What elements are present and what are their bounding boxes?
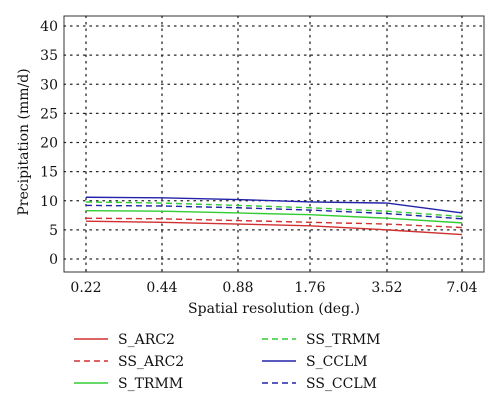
series-line xyxy=(85,209,463,224)
x-tick-label: 0.88 xyxy=(222,280,253,296)
series-line xyxy=(85,204,463,220)
legend-label: SS_TRMM xyxy=(306,332,380,348)
legend-label: S_TRMM xyxy=(118,376,183,392)
plot-area xyxy=(63,15,485,273)
y-tick-label: 15 xyxy=(40,165,58,181)
x-tick-label: 0.44 xyxy=(146,280,177,296)
x-tick-labels: 0.22 0.44 0.88 1.76 3.52 7.04 xyxy=(70,280,477,296)
y-tick-label: 5 xyxy=(49,223,58,239)
series-lines xyxy=(85,196,463,236)
y-tick-label: 20 xyxy=(40,136,58,152)
y-tick-label: 25 xyxy=(40,106,58,122)
series-line xyxy=(85,201,463,218)
legend: S_ARC2 SS_ARC2 S_TRMM SS_TRMM S_CCLM SS_CCLM xyxy=(74,332,380,392)
y-tick-labels: 0 5 10 15 20 25 30 35 40 xyxy=(40,19,58,268)
series-line xyxy=(85,220,463,236)
y-tick-label: 30 xyxy=(40,77,58,93)
legend-label: SS_CCLM xyxy=(306,376,377,392)
x-tick-label: 1.76 xyxy=(294,280,325,296)
series-line xyxy=(85,217,463,229)
y-tick-label: 35 xyxy=(40,48,58,64)
x-tick-label: 0.22 xyxy=(70,280,101,296)
y-tick-label: 0 xyxy=(49,252,58,268)
legend-label: S_CCLM xyxy=(306,354,368,370)
series-line xyxy=(85,196,463,214)
y-tick-label: 10 xyxy=(40,194,58,210)
legend-label: SS_ARC2 xyxy=(118,354,184,370)
y-tick-label: 40 xyxy=(40,19,58,35)
x-tick-label: 7.04 xyxy=(446,280,477,296)
x-tick-label: 3.52 xyxy=(371,280,402,296)
legend-label: S_ARC2 xyxy=(118,332,175,348)
x-axis-label: Spatial resolution (deg.) xyxy=(188,301,360,317)
y-axis-label: Precipitation (mm/d) xyxy=(16,68,32,215)
